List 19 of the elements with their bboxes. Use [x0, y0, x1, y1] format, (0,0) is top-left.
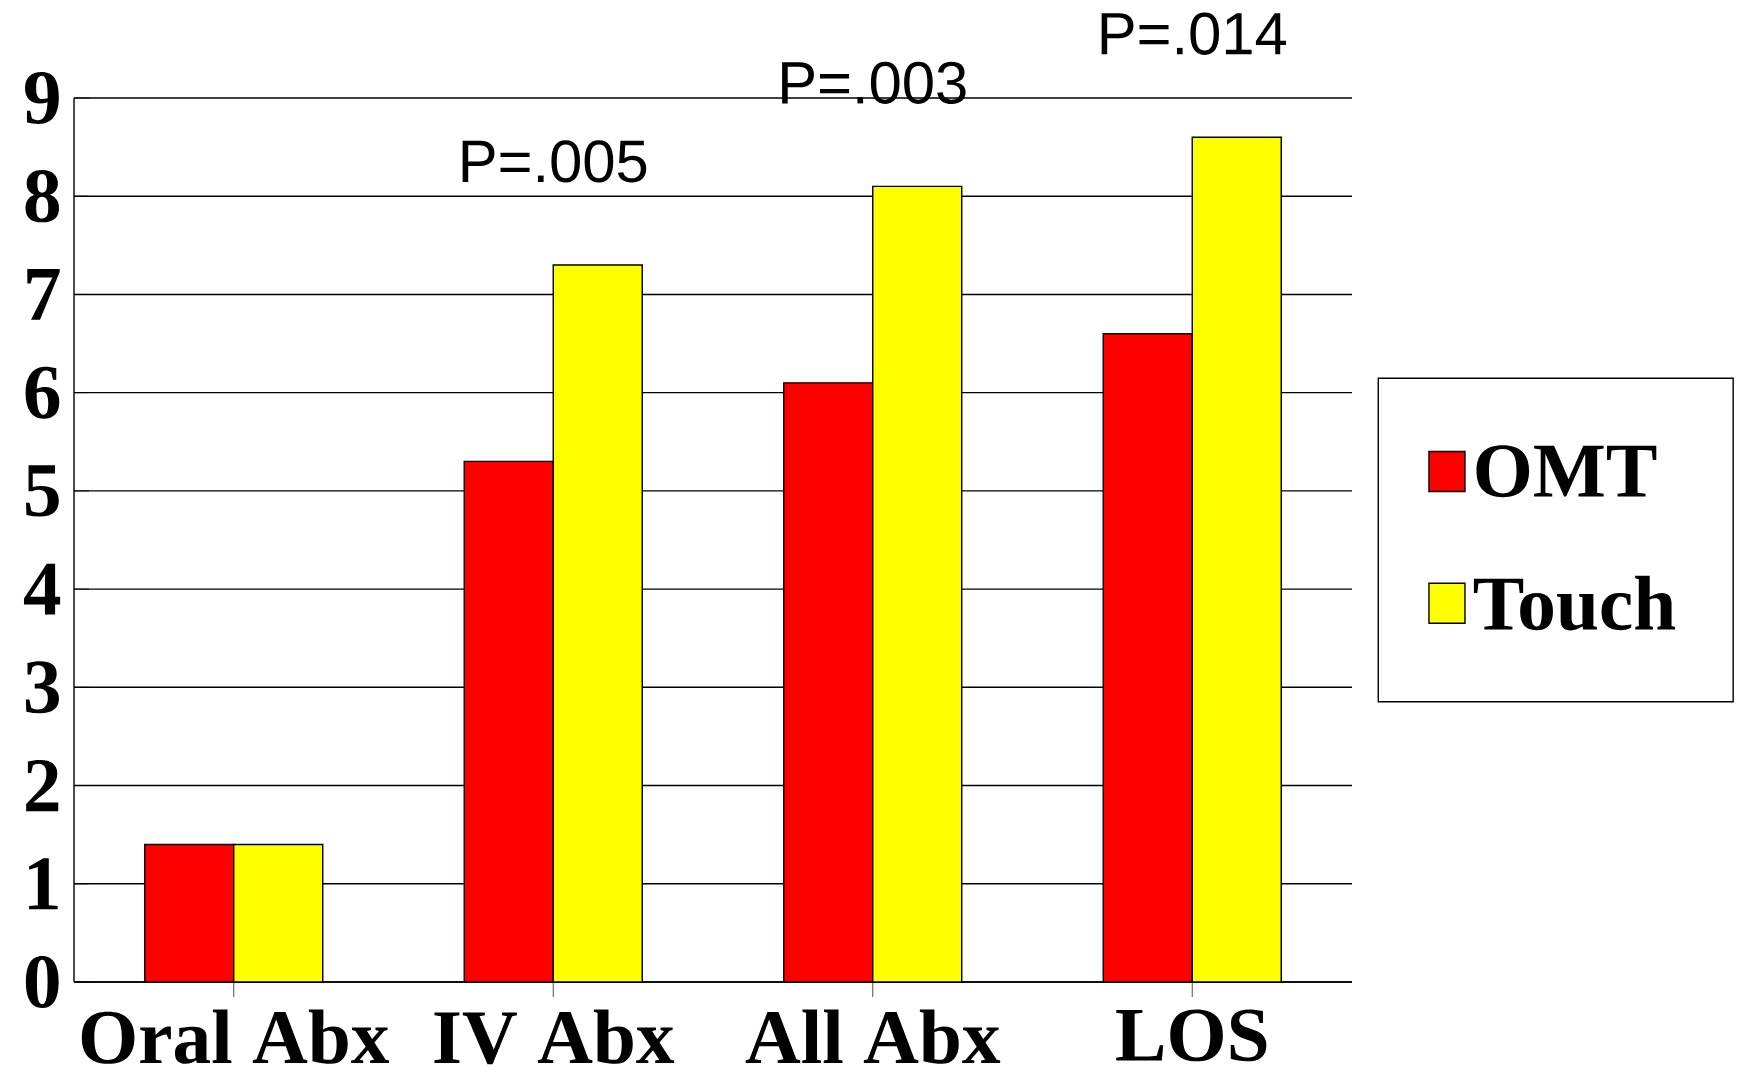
y-tick-label: 8: [25, 170, 60, 223]
y-tick-label: 4: [23, 563, 61, 615]
y-tick-label: 5: [26, 465, 59, 517]
y-tick-label: 2: [26, 759, 59, 812]
y-tick-label: 6: [25, 366, 60, 419]
legend-label: OMT: [1476, 445, 1657, 498]
legend-label: Touch: [1473, 575, 1676, 631]
x-tick-label: Oral Abx: [81, 1009, 390, 1064]
annotation: P=.005: [462, 140, 647, 183]
text: P=.014: [1101, 12, 1286, 55]
annotation: P=.003: [782, 61, 966, 104]
y-tick-label: 1: [29, 858, 58, 910]
x-tick-label: LOS: [1116, 1009, 1267, 1062]
y-tick-label: 9: [25, 72, 59, 124]
y-tick-label: 7: [27, 269, 60, 320]
y-tick-label: 0: [25, 955, 59, 1009]
x-tick-label: IV Abx: [434, 1009, 675, 1065]
x-tick-label: All Abx: [745, 1009, 1001, 1064]
y-tick-label: 3: [25, 661, 59, 714]
